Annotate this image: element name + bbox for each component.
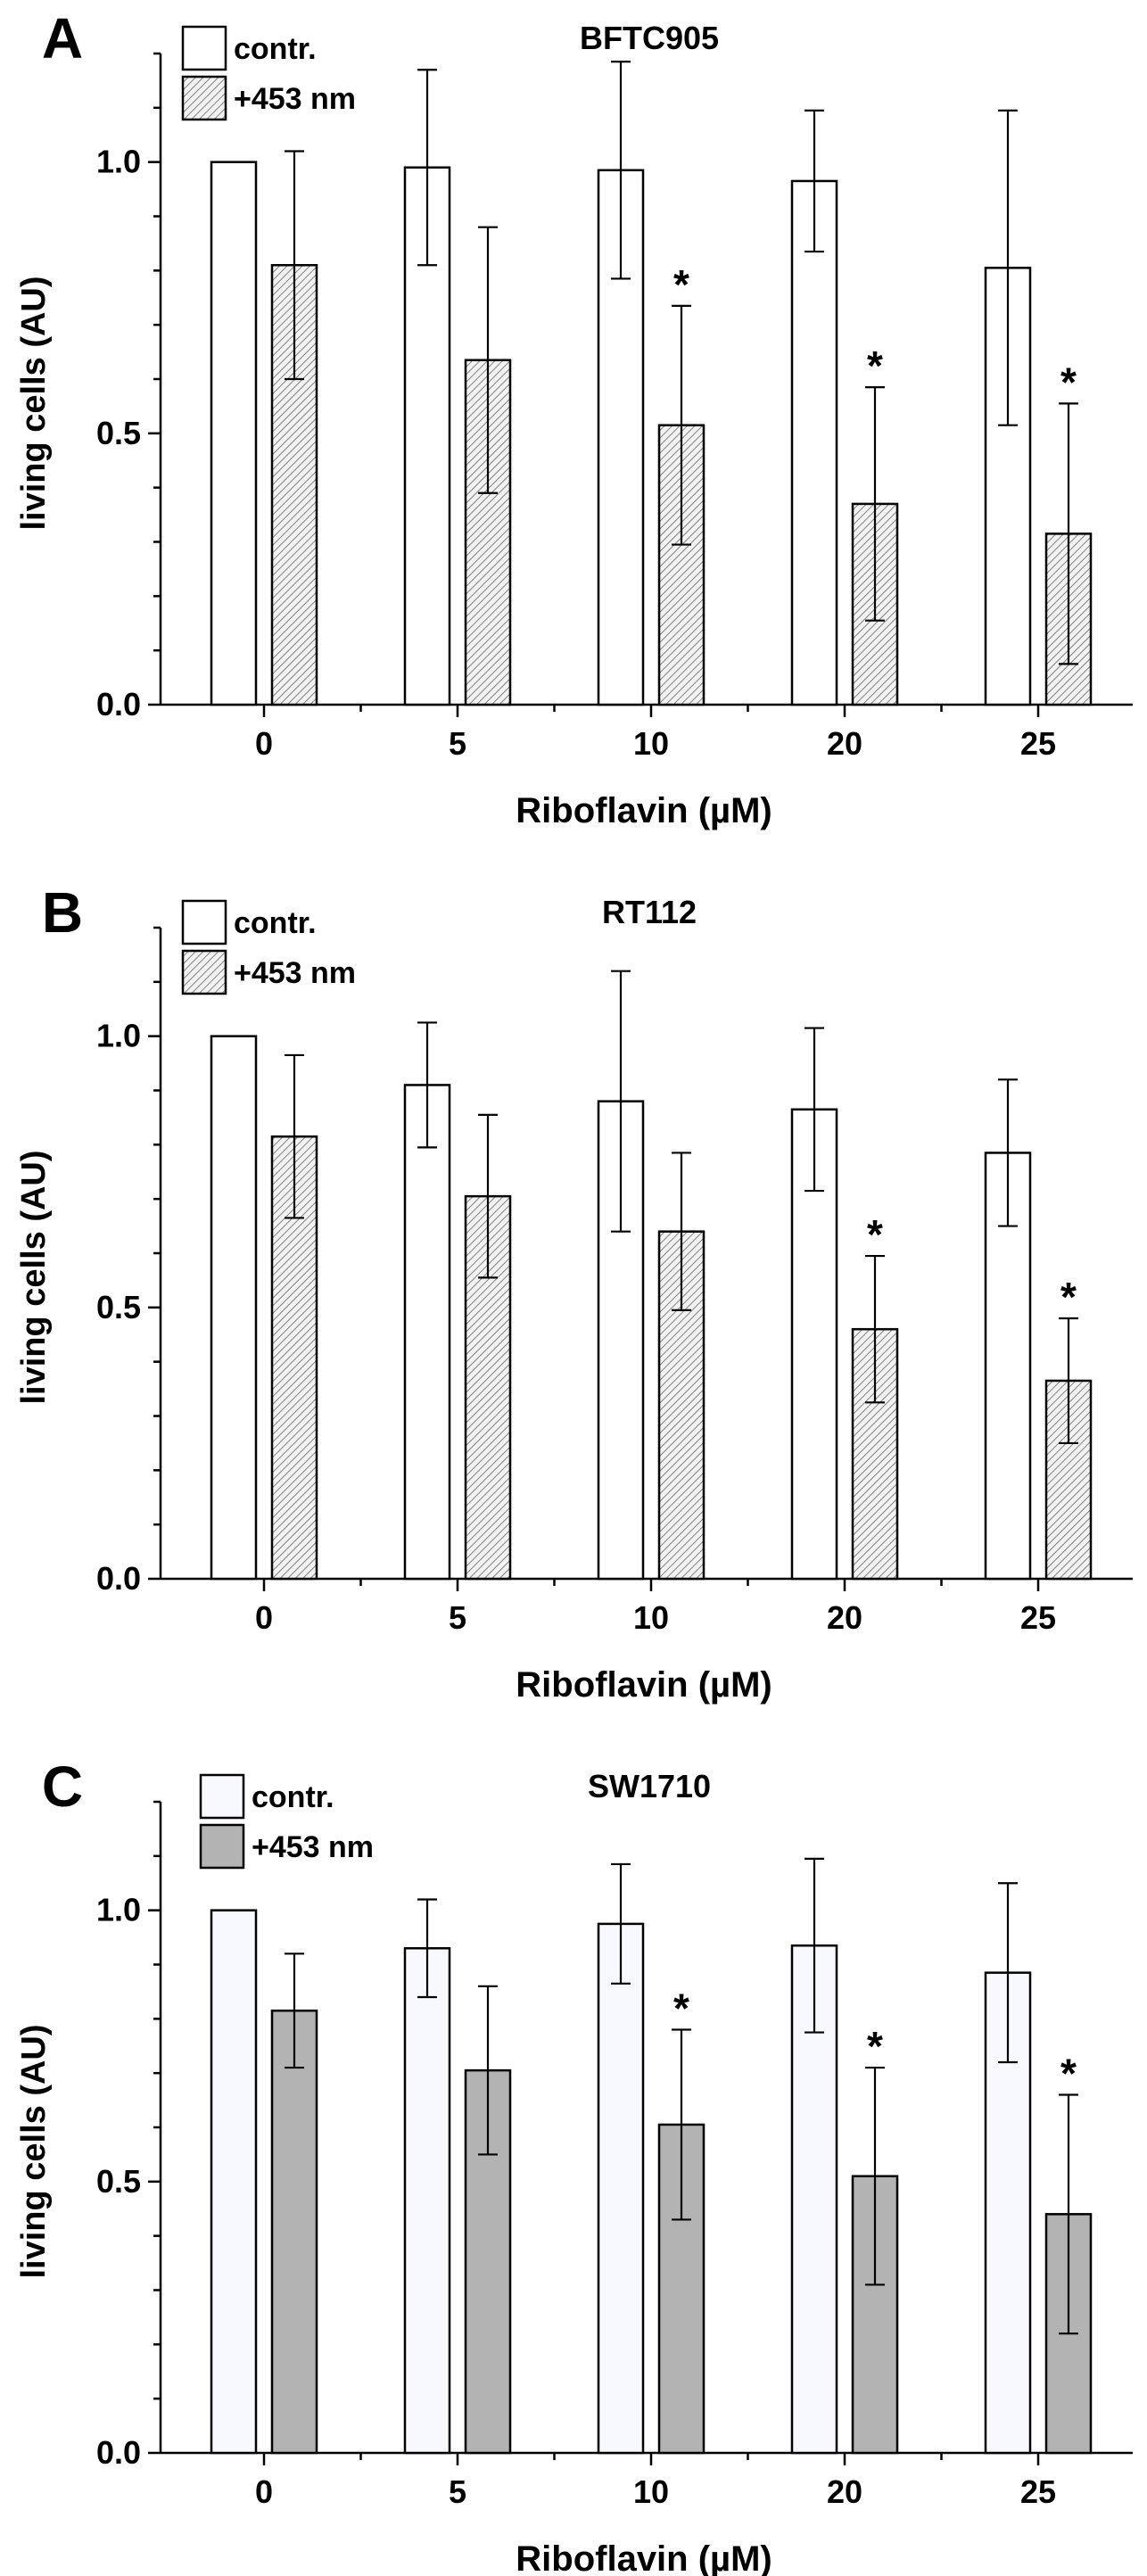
bar-contr-10 [597,1922,645,2455]
y-tick-label: 1.0 [96,144,141,180]
y-tick-label: 0.5 [96,415,141,451]
bar-453nm-0 [270,2009,318,2455]
legend-swatch-453nm [181,949,227,995]
bar-contr-0 [210,1035,258,1581]
x-tick-label: 5 [449,2473,466,2510]
bar-contr-20 [790,179,838,706]
legend-label-contr: contr. [234,32,317,66]
bar-contr-5 [403,1084,451,1581]
bar-contr-0 [210,161,258,706]
x-tick-label: 5 [449,725,466,762]
x-tick-label: 10 [633,1599,669,1636]
legend-swatch-contr [199,1773,245,1820]
y-tick-label: 0.0 [96,686,141,722]
significance-asterisk: * [867,343,883,389]
legend-swatch-453nm [181,75,227,121]
legend: contr. +453 nm [181,25,356,121]
significance-asterisk: * [1060,359,1077,405]
panel-letter: B [42,880,83,945]
y-tick-label: 0.5 [96,1289,141,1325]
legend-label-453nm: +453 nm [252,1830,374,1864]
bar-contr-25 [984,1152,1032,1581]
significance-asterisk: * [1060,2051,1077,2097]
legend-label-453nm: +453 nm [234,82,356,116]
x-tick-label: 5 [449,1599,466,1636]
y-tick-label: 1.0 [96,1892,141,1928]
y-axis-label: living cells (AU) [15,1150,53,1404]
x-tick-label: 0 [255,725,273,762]
panel-b: B RT112 contr. +453 nm 0.0 0.5 1.0 0 5 10 20 * 2… [15,880,1133,1705]
significance-asterisk: * [673,1986,689,2032]
chart-title: BFTC905 [580,20,719,56]
legend: contr. +453 nm [199,1773,374,1870]
x-axis-label: Riboflavin (µM) [516,1665,772,1705]
y-tick-label: 0.0 [96,2434,141,2471]
x-axis-label: Riboflavin (µM) [516,791,772,830]
x-tick-label: 0 [255,2473,273,2510]
panel-c: C SW1710 contr. +453 nm 0.0 0.5 1.0 0 5 10 * 20… [15,1754,1133,2576]
plot-area: 0.0 0.5 1.0 0 5 10 * 20 * 25 * [96,1800,1133,2510]
plot-area: 0.0 0.5 1.0 0 5 10 * 20 * 25 * [96,52,1133,762]
y-tick-label: 0.5 [96,2163,141,2200]
x-tick-label: 20 [827,1599,862,1636]
significance-asterisk: * [673,261,689,308]
x-tick-label: 25 [1020,1599,1056,1636]
y-tick-label: 0.0 [96,1560,141,1597]
panel-a: A BFTC905 contr. +453 nm 0.0 0.5 1.0 0 5 10 * 2… [15,6,1133,830]
legend-label-contr: contr. [252,1780,334,1814]
x-tick-label: 25 [1020,2473,1056,2510]
significance-asterisk: * [867,2023,883,2069]
plot-area: 0.0 0.5 1.0 0 5 10 20 * 25 * [96,926,1133,1636]
y-axis-label: living cells (AU) [15,276,53,530]
y-tick-label: 1.0 [96,1018,141,1054]
x-tick-label: 25 [1020,725,1056,762]
significance-asterisk: * [1060,1274,1077,1320]
y-axis-label: living cells (AU) [15,2024,53,2278]
bar-contr-5 [403,1947,451,2455]
x-tick-label: 20 [827,2473,862,2510]
legend-swatch-contr [181,25,227,71]
panel-letter: A [42,6,83,70]
legend-swatch-contr [181,899,227,945]
chart-title: RT112 [602,894,697,930]
legend-swatch-453nm [199,1823,245,1870]
significance-asterisk: * [867,1211,883,1258]
x-tick-label: 10 [633,2473,669,2510]
x-tick-label: 0 [255,1599,273,1636]
panel-letter: C [42,1754,83,1819]
x-tick-label: 20 [827,725,862,762]
legend-label-453nm: +453 nm [234,956,356,990]
chart-title: SW1710 [588,1768,711,1804]
x-axis-label: Riboflavin (µM) [516,2539,772,2576]
bar-contr-0 [210,1909,258,2455]
legend: contr. +453 nm [181,899,356,995]
legend-label-contr: contr. [234,906,317,940]
x-tick-label: 10 [633,725,669,762]
